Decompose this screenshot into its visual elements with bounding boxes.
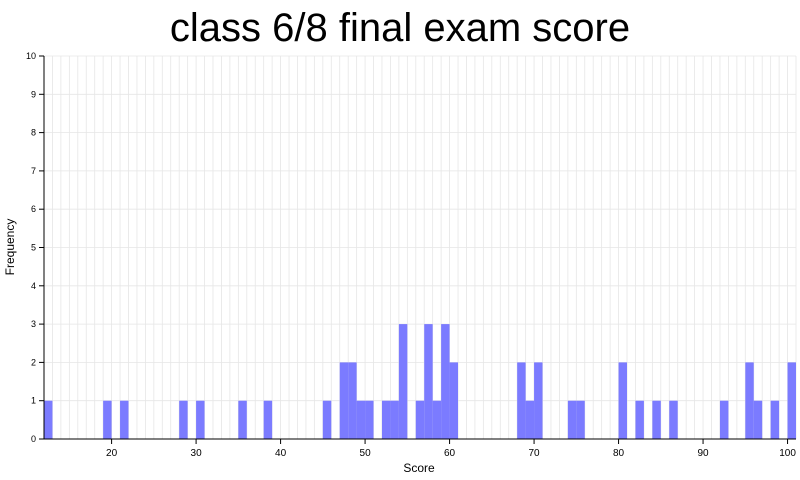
- x-tick-label: 40: [275, 448, 287, 459]
- bars: [44, 324, 796, 439]
- x-tick-label: 50: [360, 448, 372, 459]
- y-tick-label: 1: [31, 396, 36, 406]
- y-axis-label: Frequency: [3, 219, 17, 276]
- bar: [441, 324, 450, 439]
- bar: [635, 400, 644, 439]
- bar: [576, 400, 585, 439]
- y-tick-label: 10: [26, 51, 36, 61]
- bar: [534, 362, 543, 439]
- bar: [449, 362, 459, 439]
- bar: [263, 400, 273, 439]
- y-tick-label: 7: [31, 166, 36, 176]
- bar: [381, 400, 391, 439]
- x-tick-label: 30: [191, 448, 203, 459]
- bar: [365, 400, 374, 439]
- y-tick-label: 0: [31, 434, 36, 444]
- bar: [669, 400, 678, 439]
- bar: [745, 362, 754, 439]
- bar: [238, 400, 247, 439]
- bar: [390, 400, 399, 439]
- y-tick-label: 5: [31, 243, 36, 253]
- bar: [525, 400, 535, 439]
- bar: [719, 400, 729, 439]
- bar: [787, 362, 796, 439]
- bar: [44, 400, 53, 439]
- bar: [652, 400, 661, 439]
- x-tick-label: 20: [106, 448, 118, 459]
- y-tick-label: 3: [31, 319, 36, 329]
- bar: [770, 400, 780, 439]
- bar: [424, 324, 433, 439]
- bar: [179, 400, 188, 439]
- bar: [356, 400, 366, 439]
- bar: [432, 400, 442, 439]
- bar: [753, 400, 763, 439]
- chart-title: class 6/8 final exam score: [169, 6, 631, 50]
- bar: [415, 400, 425, 439]
- bar: [196, 400, 205, 439]
- y-tick-label: 8: [31, 128, 36, 138]
- x-tick-label: 100: [779, 448, 796, 459]
- y-tick-label: 4: [31, 281, 36, 291]
- x-tick-label: 60: [444, 448, 456, 459]
- bar: [517, 362, 526, 439]
- bar: [339, 362, 349, 439]
- bar: [120, 400, 129, 439]
- x-tick-label: 70: [529, 448, 541, 459]
- y-tick-label: 9: [31, 89, 36, 99]
- y-tick-label: 2: [31, 357, 36, 367]
- bar: [398, 324, 408, 439]
- x-tick-label: 90: [697, 448, 709, 459]
- grid: [43, 55, 797, 440]
- bar: [322, 400, 332, 439]
- bar: [567, 400, 577, 439]
- x-axis-label: Score: [403, 461, 435, 475]
- bar: [103, 400, 112, 439]
- x-tick-label: 80: [613, 448, 625, 459]
- axes: 0 1 2 3 4 5 6 7 8 9 10 20 30 40 50 60 70 80 90 100: [26, 51, 796, 459]
- bar: [618, 362, 628, 439]
- bar: [348, 362, 357, 439]
- y-tick-label: 6: [31, 204, 36, 214]
